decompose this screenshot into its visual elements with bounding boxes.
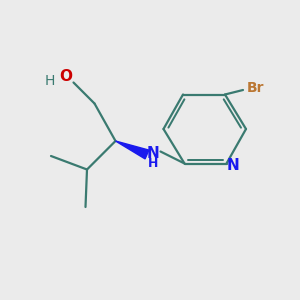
Polygon shape [116,141,149,159]
Text: O: O [59,69,73,84]
Text: N: N [227,158,239,172]
Text: Br: Br [246,82,264,95]
Text: N: N [147,146,159,161]
Text: H: H [148,157,158,170]
Text: H: H [44,74,55,88]
